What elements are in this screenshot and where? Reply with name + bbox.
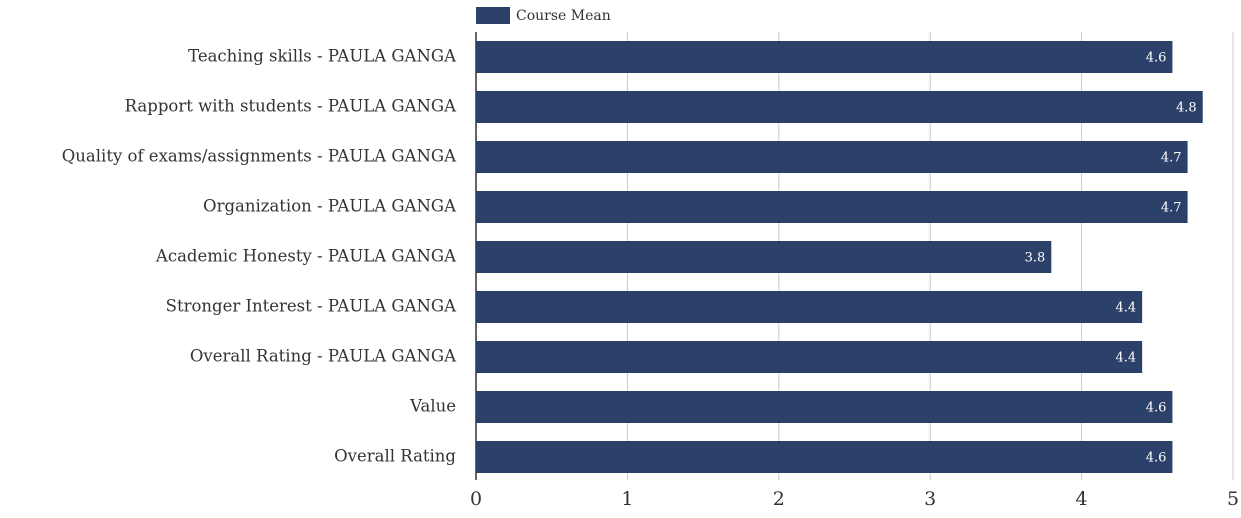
data-label: 4.4 bbox=[1115, 301, 1136, 316]
y-tick-label: Value bbox=[409, 397, 456, 416]
bar bbox=[476, 241, 1052, 273]
x-tick-label: 5 bbox=[1227, 488, 1239, 510]
data-label: 4.7 bbox=[1161, 151, 1182, 166]
y-tick-label: Academic Honesty - PAULA GANGA bbox=[155, 247, 457, 266]
bar bbox=[476, 441, 1173, 473]
legend-label: Course Mean bbox=[516, 8, 611, 24]
bar bbox=[476, 341, 1143, 373]
bar bbox=[476, 141, 1188, 173]
x-tick-label: 4 bbox=[1076, 488, 1088, 510]
y-tick-label: Quality of exams/assignments - PAULA GAN… bbox=[62, 147, 457, 166]
data-label: 4.4 bbox=[1115, 351, 1136, 366]
bar bbox=[476, 41, 1173, 73]
y-tick-label: Teaching skills - PAULA GANGA bbox=[188, 47, 457, 66]
y-tick-label: Organization - PAULA GANGA bbox=[203, 197, 457, 216]
bar bbox=[476, 91, 1203, 123]
x-tick-label: 2 bbox=[773, 488, 785, 510]
data-label: 4.6 bbox=[1146, 401, 1167, 416]
y-tick-label: Overall Rating - PAULA GANGA bbox=[190, 347, 457, 366]
data-label: 4.6 bbox=[1146, 51, 1167, 66]
data-label: 3.8 bbox=[1025, 251, 1046, 266]
legend-swatch bbox=[476, 7, 510, 24]
y-tick-label: Overall Rating bbox=[334, 447, 456, 466]
y-tick-label: Rapport with students - PAULA GANGA bbox=[125, 97, 457, 116]
bar bbox=[476, 191, 1188, 223]
data-label: 4.8 bbox=[1176, 101, 1197, 116]
bar bbox=[476, 391, 1173, 423]
x-tick-label: 0 bbox=[470, 488, 482, 510]
data-label: 4.7 bbox=[1161, 201, 1182, 216]
y-tick-label: Stronger Interest - PAULA GANGA bbox=[166, 297, 457, 316]
data-label: 4.6 bbox=[1146, 451, 1167, 466]
x-tick-label: 1 bbox=[621, 488, 633, 510]
bar bbox=[476, 291, 1143, 323]
x-tick-label: 3 bbox=[924, 488, 936, 510]
